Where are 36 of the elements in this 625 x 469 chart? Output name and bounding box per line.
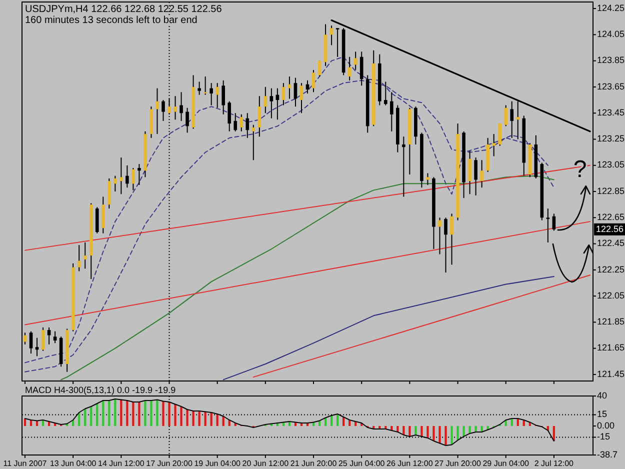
y-tick-label: 0.00	[597, 420, 615, 430]
y-tick-label: 123.05	[597, 160, 625, 170]
y-tick-label: -15	[597, 432, 610, 442]
x-tick-label: 19 Jun 04:00	[194, 459, 242, 468]
y-tick-label: 122.05	[597, 290, 625, 300]
x-tick-label: 2 Jul 12:00	[534, 459, 574, 468]
x-tick-label: 14 Jun 12:00	[98, 459, 145, 468]
x-tick-label: 25 Jun 04:00	[338, 459, 386, 468]
x-tick-label: 17 Jun 20:00	[146, 459, 193, 468]
x-tick-label: 29 Jun 04:00	[482, 459, 530, 468]
y-tick-label: 122.25	[597, 264, 625, 274]
y-tick-label: 123.65	[597, 81, 625, 92]
chart-title: USDJPYm,H4 122.66 122.68 122.55 122.56	[25, 4, 222, 15]
x-tick-label: 20 Jun 12:00	[242, 459, 290, 468]
chart-title: MACD H4-300(5,13,1) 0.0 -19.9 -19.9	[25, 385, 176, 395]
y-tick-label: 121.85	[597, 316, 625, 327]
y-tick-label: 122.85	[597, 186, 625, 196]
y-tick-label: 122.56	[596, 224, 624, 234]
y-tick-label: 123.85	[597, 55, 625, 66]
y-tick-label: -38.7	[597, 449, 618, 460]
y-tick-label: 121.65	[597, 342, 625, 353]
x-tick-label: 11 Jun 2007	[3, 459, 48, 468]
y-tick-label: 40	[597, 390, 608, 400]
x-tick-label: 13 Jun 04:00	[50, 459, 97, 468]
y-tick-label: 124.25	[597, 2, 625, 13]
y-tick-label: 121.45	[597, 368, 625, 379]
y-tick-label: 15	[597, 409, 608, 420]
y-tick-label: 122.65	[597, 212, 625, 222]
x-tick-label: 21 Jun 20:00	[290, 459, 338, 468]
y-tick-label: 123.45	[597, 107, 625, 118]
x-tick-label: 26 Jun 12:00	[386, 459, 434, 468]
x-tick-label: 27 Jun 20:00	[434, 459, 482, 468]
y-tick-label: 123.25	[597, 134, 625, 144]
y-tick-label: 124.05	[597, 29, 625, 40]
y-tick-label: 122.45	[597, 238, 625, 248]
text: 160 minutes 13 seconds left to bar end	[25, 15, 198, 26]
